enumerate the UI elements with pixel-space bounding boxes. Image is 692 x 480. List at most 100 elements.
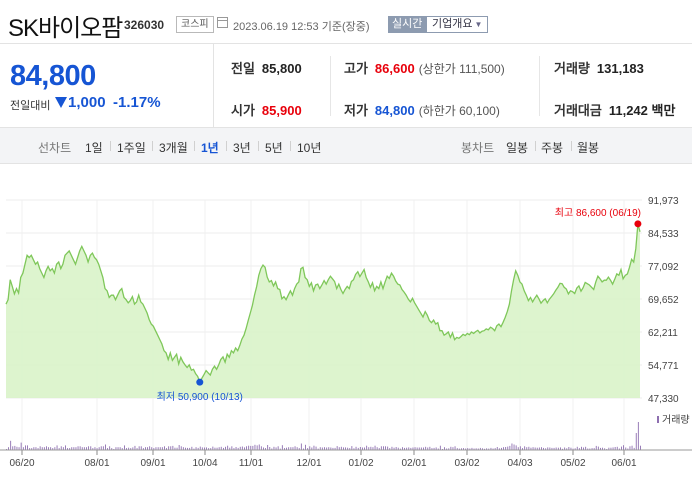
period-tab[interactable]: 5년 <box>265 141 283 155</box>
volume-bar <box>39 446 41 450</box>
volume-bar <box>29 448 31 450</box>
volume-bar <box>368 447 370 450</box>
volume-bar <box>391 446 393 450</box>
volume-bar <box>509 445 511 450</box>
divider <box>330 56 331 116</box>
volume-bar <box>96 448 98 450</box>
volume-bar <box>406 447 408 450</box>
volume-bar <box>597 446 599 450</box>
tab-divider <box>194 141 195 151</box>
volume-bar <box>298 448 300 450</box>
volume-bar <box>307 448 309 450</box>
volume-bar <box>250 445 252 450</box>
volume-bar <box>159 447 161 450</box>
period-tab[interactable]: 1년 <box>201 141 219 155</box>
volume-bar <box>450 446 452 450</box>
volume-bar <box>431 448 433 450</box>
volume-bar <box>454 446 456 450</box>
volume-bar <box>496 447 498 450</box>
volume-bar <box>37 448 39 450</box>
volume-bar <box>627 448 629 450</box>
volume-bar <box>448 448 450 450</box>
volume-bar <box>433 447 435 450</box>
volume-bar <box>244 447 245 450</box>
volume-bar <box>187 447 188 450</box>
candle-tab[interactable]: 월봉 <box>577 141 600 155</box>
y-tick-label: 84,533 <box>648 229 679 240</box>
volume-bar <box>223 447 224 450</box>
volume-bar <box>610 447 612 450</box>
volume-bar <box>336 446 338 450</box>
volume-bar <box>271 448 273 450</box>
tab-divider <box>152 141 153 151</box>
volume-bar <box>197 447 199 450</box>
volume-bar <box>172 445 174 450</box>
volume-bar <box>633 447 635 450</box>
volume-bar <box>560 447 561 450</box>
period-tab[interactable]: 10년 <box>297 141 322 155</box>
volume-bar <box>427 447 429 450</box>
volume-bar <box>81 447 83 450</box>
volume-bar <box>214 447 216 450</box>
volume-bar <box>492 448 494 450</box>
volume-bar <box>498 448 500 450</box>
volume-bar <box>210 448 212 450</box>
period-tab[interactable]: 3년 <box>233 141 251 155</box>
volume-bar <box>397 447 399 450</box>
divider <box>539 56 540 116</box>
candle-tab[interactable]: 일봉 <box>506 141 529 155</box>
volume-bar <box>557 447 559 450</box>
volume-bar <box>475 448 477 450</box>
volume-legend-swatch <box>657 416 659 423</box>
volume-bar <box>48 447 49 450</box>
volume-bar <box>260 446 262 450</box>
volume-bar <box>92 448 94 450</box>
volume-bar <box>479 447 481 450</box>
volume-bar <box>69 448 71 450</box>
current-price: 84,800 <box>10 60 96 92</box>
volume-bar <box>572 448 574 450</box>
volume-bar <box>290 447 292 450</box>
volume-bar <box>115 447 117 450</box>
volume-bar <box>33 447 35 450</box>
quote-time: 2023.06.19 12:53 기준(장중) <box>233 21 370 33</box>
volume-bar <box>157 447 159 450</box>
volume-bar <box>73 447 75 450</box>
chevron-down-icon: ▼ <box>474 20 483 29</box>
volume-bar <box>334 447 336 450</box>
volume-bar <box>56 445 58 450</box>
volume-bar <box>182 447 184 450</box>
volume-bar <box>83 447 85 450</box>
volume-bar <box>279 448 281 450</box>
volume-bar <box>12 446 14 450</box>
volume-bar <box>309 446 311 450</box>
volume-bar <box>263 447 264 450</box>
volume-bar <box>241 446 243 450</box>
volume-bar <box>265 448 266 450</box>
volume-bar <box>124 445 125 450</box>
volume-bar <box>625 447 627 450</box>
volume-bar <box>277 446 279 450</box>
volume-bar <box>147 447 148 450</box>
volume-bar <box>614 447 616 450</box>
company-overview-dropdown[interactable]: 기업개요 ▼ <box>426 16 489 33</box>
volume-bar <box>482 448 483 450</box>
volume-bar <box>71 447 73 450</box>
volume-bar <box>311 447 313 450</box>
y-tick-label: 77,092 <box>648 262 679 273</box>
open-price: 시가 85,900 <box>231 103 302 118</box>
candle-tab[interactable]: 주봉 <box>541 141 564 155</box>
tab-divider <box>571 141 572 151</box>
volume-legend: 거래량 <box>662 414 690 426</box>
volume-bar <box>416 447 418 450</box>
volume-bar <box>507 446 509 450</box>
volume-bar <box>505 447 507 450</box>
volume-bar <box>364 447 365 450</box>
volume-bar <box>425 446 427 450</box>
period-tab[interactable]: 1주일 <box>117 141 146 155</box>
volume-bar <box>90 446 92 450</box>
period-tab[interactable]: 3개월 <box>159 141 188 155</box>
realtime-button[interactable]: 실시간 <box>388 16 427 33</box>
volume-bar <box>551 447 553 450</box>
period-tab[interactable]: 1일 <box>85 141 103 155</box>
